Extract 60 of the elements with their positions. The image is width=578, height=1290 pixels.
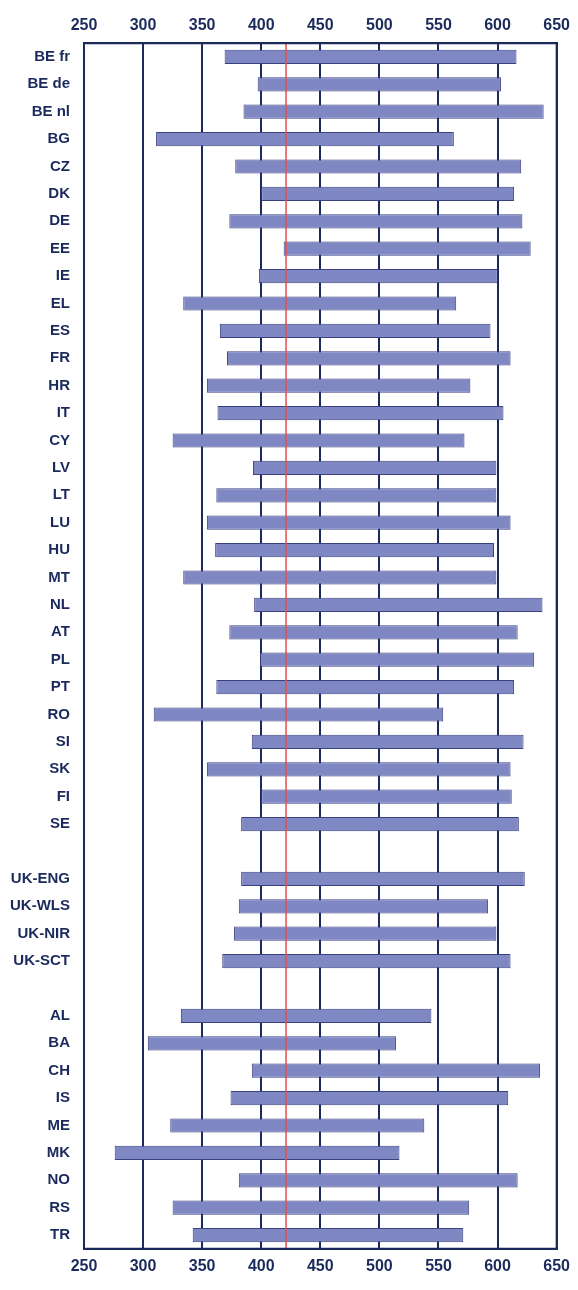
y-tick-label: BE fr bbox=[34, 47, 71, 65]
y-tick-label: TR bbox=[49, 1225, 71, 1243]
y-tick-label: RO bbox=[47, 704, 71, 722]
y-tick-label: ES bbox=[49, 321, 70, 339]
y-tick-label: MT bbox=[48, 567, 70, 585]
y-tick-label: UK-WLS bbox=[9, 896, 70, 914]
x-tick-label: 650 bbox=[543, 16, 571, 34]
y-tick-label: BE nl bbox=[31, 101, 70, 119]
y-tick-label: LV bbox=[51, 458, 70, 476]
y-tick-label: BA bbox=[48, 1033, 71, 1051]
y-tick-label: SK bbox=[49, 759, 71, 777]
x-tick-label: 500 bbox=[366, 16, 393, 34]
y-tick-label: IS bbox=[55, 1088, 70, 1106]
x-tick-label: 350 bbox=[188, 16, 216, 34]
x-tick-label: 250 bbox=[70, 16, 98, 34]
y-tick-label: PL bbox=[50, 649, 70, 667]
y-tick-label: BG bbox=[47, 129, 70, 147]
x2-tick-label: 600 bbox=[484, 1256, 512, 1274]
y-tick-label: AT bbox=[51, 622, 70, 640]
y-tick-label: CY bbox=[49, 430, 70, 448]
y-tick-label: NO bbox=[47, 1170, 71, 1188]
x2-tick-label: 550 bbox=[425, 1256, 452, 1274]
y-tick-label: RS bbox=[49, 1197, 70, 1215]
y-tick-label: HR bbox=[48, 375, 71, 393]
y-tick-label: UK-ENG bbox=[10, 869, 70, 887]
x2-tick-label: 350 bbox=[188, 1256, 216, 1274]
x-tick-label: 600 bbox=[484, 16, 512, 34]
y-tick-label: SE bbox=[49, 814, 70, 832]
y-tick-label: MK bbox=[46, 1143, 71, 1161]
y-tick-label: FI bbox=[56, 786, 70, 804]
x2-tick-label: 300 bbox=[129, 1256, 157, 1274]
x-tick-label: 400 bbox=[247, 16, 275, 34]
y-tick-label: HU bbox=[48, 540, 70, 558]
y-tick-label: ME bbox=[47, 1115, 70, 1133]
x-tick-label: 450 bbox=[306, 16, 334, 34]
x2-tick-label: 650 bbox=[543, 1256, 571, 1274]
y-tick-label: LT bbox=[52, 485, 70, 503]
y-tick-label: LU bbox=[49, 512, 70, 530]
y-tick-label: DE bbox=[49, 211, 70, 229]
x-tick-label: 550 bbox=[425, 16, 452, 34]
y-tick-label: EL bbox=[50, 293, 70, 311]
y-tick-label: SI bbox=[55, 732, 70, 750]
y-tick-label: NL bbox=[49, 595, 70, 613]
y-tick-label: IE bbox=[55, 266, 70, 284]
y-tick-label: FR bbox=[49, 348, 71, 366]
y-tick-label: DK bbox=[48, 184, 71, 202]
x2-tick-label: 500 bbox=[366, 1256, 393, 1274]
y-tick-label: BE de bbox=[27, 74, 70, 92]
y-tick-label: CZ bbox=[49, 156, 70, 174]
x2-tick-label: 250 bbox=[70, 1256, 98, 1274]
x2-tick-label: 400 bbox=[247, 1256, 275, 1274]
y-tick-label: CH bbox=[48, 1060, 70, 1078]
y-tick-label: AL bbox=[49, 1006, 70, 1024]
y-tick-label: PT bbox=[50, 677, 70, 695]
y-tick-label: IT bbox=[56, 403, 70, 421]
y-tick-label: UK-NIR bbox=[17, 923, 71, 941]
x2-tick-label: 450 bbox=[306, 1256, 334, 1274]
x-tick-label: 300 bbox=[129, 16, 157, 34]
y-tick-label: UK-SCT bbox=[13, 951, 70, 969]
y-tick-label: EE bbox=[49, 238, 70, 256]
